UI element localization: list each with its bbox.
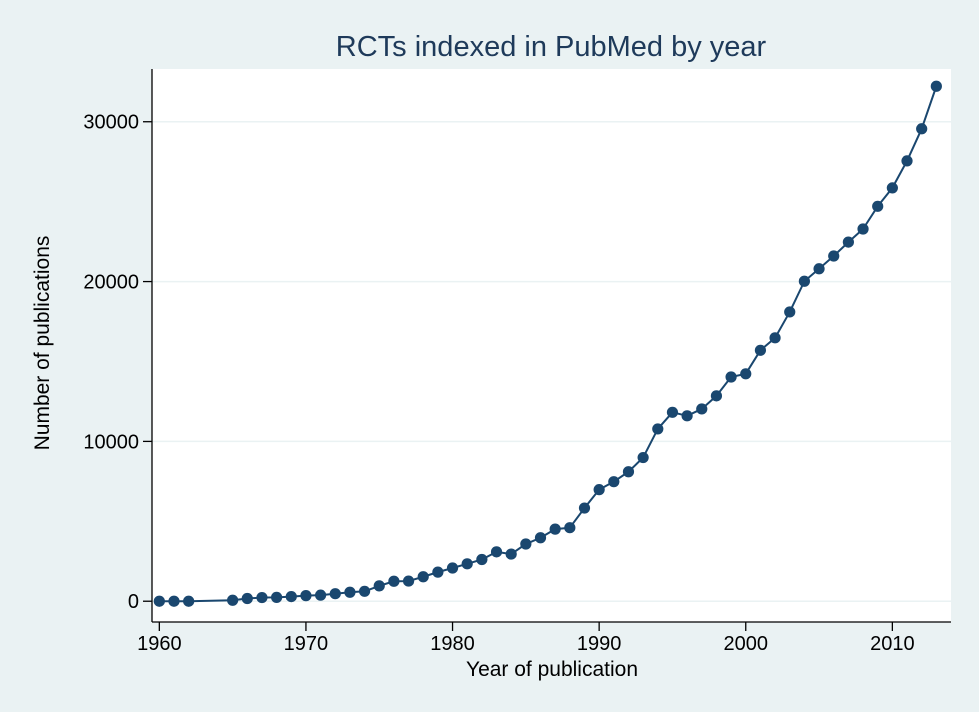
data-point	[300, 590, 312, 602]
data-point	[388, 575, 400, 587]
data-point	[329, 588, 341, 600]
data-point	[446, 562, 459, 574]
data-point	[652, 423, 664, 435]
data-point	[520, 538, 532, 550]
x-tick-label: 2000	[724, 633, 769, 655]
x-tick-label: 1980	[430, 633, 475, 655]
data-point	[256, 591, 268, 604]
data-point	[168, 595, 180, 607]
data-point	[271, 591, 283, 603]
y-tick-label: 20000	[83, 272, 139, 294]
y-tick-label: 10000	[83, 431, 139, 453]
data-point	[754, 344, 767, 356]
data-point	[901, 155, 913, 167]
data-point	[358, 585, 371, 597]
x-axis-title: Year of publication	[466, 658, 638, 681]
data-point	[725, 371, 737, 383]
data-point	[696, 403, 708, 415]
data-point	[183, 595, 195, 607]
data-point	[813, 263, 825, 275]
data-point	[578, 502, 591, 514]
data-point	[784, 306, 796, 318]
axes: 0 10000 20000 30000 1960 1970 1980 1990 2000 2010	[83, 69, 951, 655]
data-point	[828, 250, 840, 262]
data-point	[344, 586, 356, 598]
x-tick-label: 1970	[284, 633, 329, 655]
data-point	[798, 275, 810, 287]
data-point	[886, 182, 898, 194]
data-point	[608, 476, 620, 488]
plot-area	[152, 69, 951, 622]
data-point	[637, 451, 649, 464]
data-point	[227, 594, 239, 606]
data-point	[153, 595, 165, 607]
x-tick-label: 2010	[870, 633, 915, 655]
series-line	[159, 85, 938, 603]
data-point	[402, 575, 415, 587]
data-point	[285, 590, 297, 603]
data-point	[432, 566, 444, 578]
data-point	[857, 223, 869, 235]
data-point	[315, 589, 327, 601]
data-point	[241, 592, 253, 605]
y-tick-label: 30000	[83, 112, 139, 134]
data-point	[593, 484, 605, 496]
data-point	[872, 200, 884, 212]
data-point	[505, 548, 517, 560]
data-point	[534, 532, 547, 544]
data-point	[549, 523, 561, 535]
data-point	[930, 80, 942, 92]
data-point	[490, 546, 503, 558]
data-point	[476, 553, 488, 566]
chart-title: RCTs indexed in PubMed by year	[336, 31, 767, 63]
data-point	[622, 466, 635, 478]
data-point	[373, 580, 385, 592]
data-point	[740, 368, 752, 380]
data-point	[842, 236, 854, 248]
data-point	[564, 522, 576, 534]
series-layer	[153, 80, 942, 607]
y-axis-title: Number of publications	[31, 236, 54, 451]
data-point	[769, 332, 781, 344]
data-point	[461, 558, 473, 570]
y-tick-label: 0	[128, 591, 139, 613]
data-point	[710, 390, 723, 402]
data-point	[417, 571, 429, 583]
x-tick-label: 1960	[137, 633, 182, 655]
gridlines	[152, 120, 951, 602]
data-point	[916, 123, 928, 135]
x-tick-label: 1990	[577, 633, 622, 655]
data-point	[681, 410, 693, 422]
data-point	[666, 406, 679, 418]
